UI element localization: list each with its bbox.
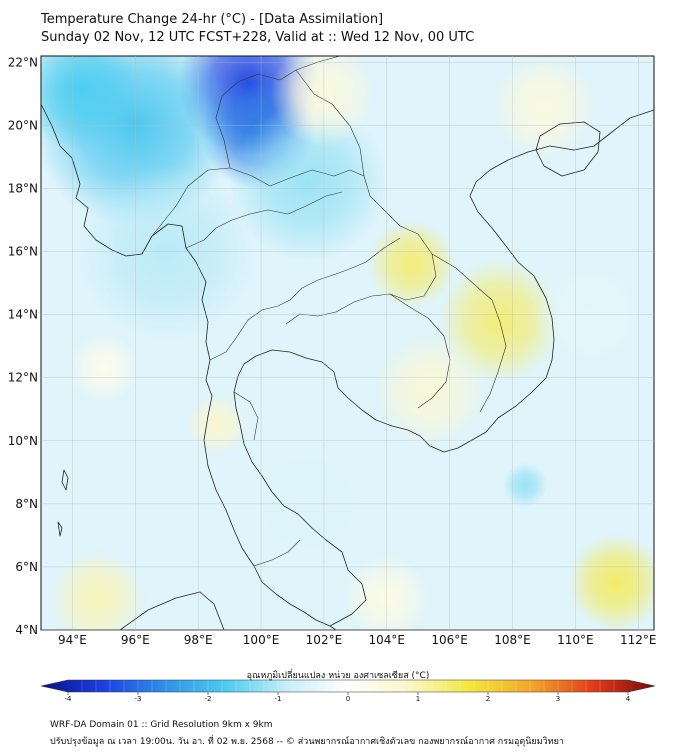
colorbar-tick-label: 1 bbox=[416, 695, 420, 703]
colorbar-title: อุณหภูมิเปลี่ยนแปลง หน่วย องศาเซลเซียส (… bbox=[246, 671, 430, 681]
mainland-coastline bbox=[41, 103, 654, 630]
hainan-island bbox=[535, 121, 601, 177]
lon-tick-label: 98°E bbox=[184, 633, 213, 647]
field-anomaly-13 bbox=[491, 56, 597, 160]
lon-tick-label: 100°E bbox=[243, 633, 280, 647]
field-anomaly-9 bbox=[186, 394, 248, 456]
lat-tick-label: 14°N bbox=[8, 308, 38, 322]
coastlines bbox=[41, 56, 654, 630]
longitude-labels: 94°E 96°E 98°E 100°E 102°E 104°E 106°E 108°E 110… bbox=[58, 633, 657, 647]
field-anomaly-11 bbox=[49, 549, 146, 630]
field-anomaly-14 bbox=[503, 462, 548, 507]
lat-tick-label: 16°N bbox=[8, 245, 38, 259]
lat-tick-label: 4°N bbox=[15, 623, 38, 637]
colorbar-tick-label: -2 bbox=[205, 695, 212, 703]
lon-tick-label: 94°E bbox=[58, 633, 87, 647]
lon-tick-label: 108°E bbox=[494, 633, 531, 647]
field-anomaly-3 bbox=[41, 56, 141, 150]
field-anomaly-8 bbox=[373, 332, 489, 448]
map-title: Temperature Change 24-hr (°C) - [Data As… bbox=[41, 12, 384, 27]
colorbar-tick-label: 3 bbox=[556, 695, 560, 703]
colorbar-ticks: -4 -3 -2 -1 0 1 2 3 4 bbox=[65, 680, 631, 703]
colorbar-tick-label: 4 bbox=[626, 695, 631, 703]
footer-model-info: WRF-DA Domain 01 :: Grid Resolution 9km … bbox=[50, 720, 273, 730]
lat-tick-label: 22°N bbox=[8, 55, 38, 69]
lon-tick-label: 96°E bbox=[121, 633, 150, 647]
footer-credit: ปรับปรุงข้อมูล ณ เวลา 19:00น. วัน อา. ที… bbox=[50, 737, 564, 747]
latitude-labels: 22°N 20°N 18°N 16°N 14°N 12°N 10°N 8°N 6°N 4°N bbox=[8, 55, 38, 637]
lon-tick-label: 102°E bbox=[306, 633, 343, 647]
lat-tick-label: 6°N bbox=[15, 560, 38, 574]
country-borders bbox=[151, 56, 507, 567]
lon-tick-label: 110°E bbox=[557, 633, 594, 647]
field-anomaly-6 bbox=[367, 220, 456, 309]
lon-tick-label: 106°E bbox=[431, 633, 468, 647]
field-anomaly-10 bbox=[567, 534, 654, 630]
lat-tick-label: 18°N bbox=[8, 181, 38, 195]
lat-tick-label: 10°N bbox=[8, 434, 38, 448]
colorbar-tick-label: -4 bbox=[65, 695, 73, 703]
lat-tick-label: 8°N bbox=[15, 497, 38, 511]
temperature-field bbox=[41, 56, 654, 630]
colorbar-tick-label: 2 bbox=[486, 695, 490, 703]
lat-tick-label: 20°N bbox=[8, 118, 38, 132]
lon-tick-label: 112°E bbox=[620, 633, 657, 647]
andaman-islands bbox=[57, 469, 69, 537]
lat-tick-label: 12°N bbox=[8, 371, 38, 385]
lon-tick-label: 104°E bbox=[369, 633, 406, 647]
colorbar-tick-label: -1 bbox=[275, 695, 282, 703]
sumatra-coast bbox=[119, 591, 225, 630]
field-anomaly-4 bbox=[228, 102, 388, 262]
colorbar-tick-label: 0 bbox=[346, 695, 350, 703]
map-subtitle: Sunday 02 Nov, 12 UTC FCST+228, Valid at… bbox=[41, 30, 475, 45]
colorbar-tick-label: -3 bbox=[135, 695, 142, 703]
field-anomaly-18 bbox=[68, 332, 140, 404]
graticule bbox=[41, 56, 654, 631]
colorbar: -4 -3 -2 -1 0 1 2 3 4 bbox=[40, 679, 656, 703]
